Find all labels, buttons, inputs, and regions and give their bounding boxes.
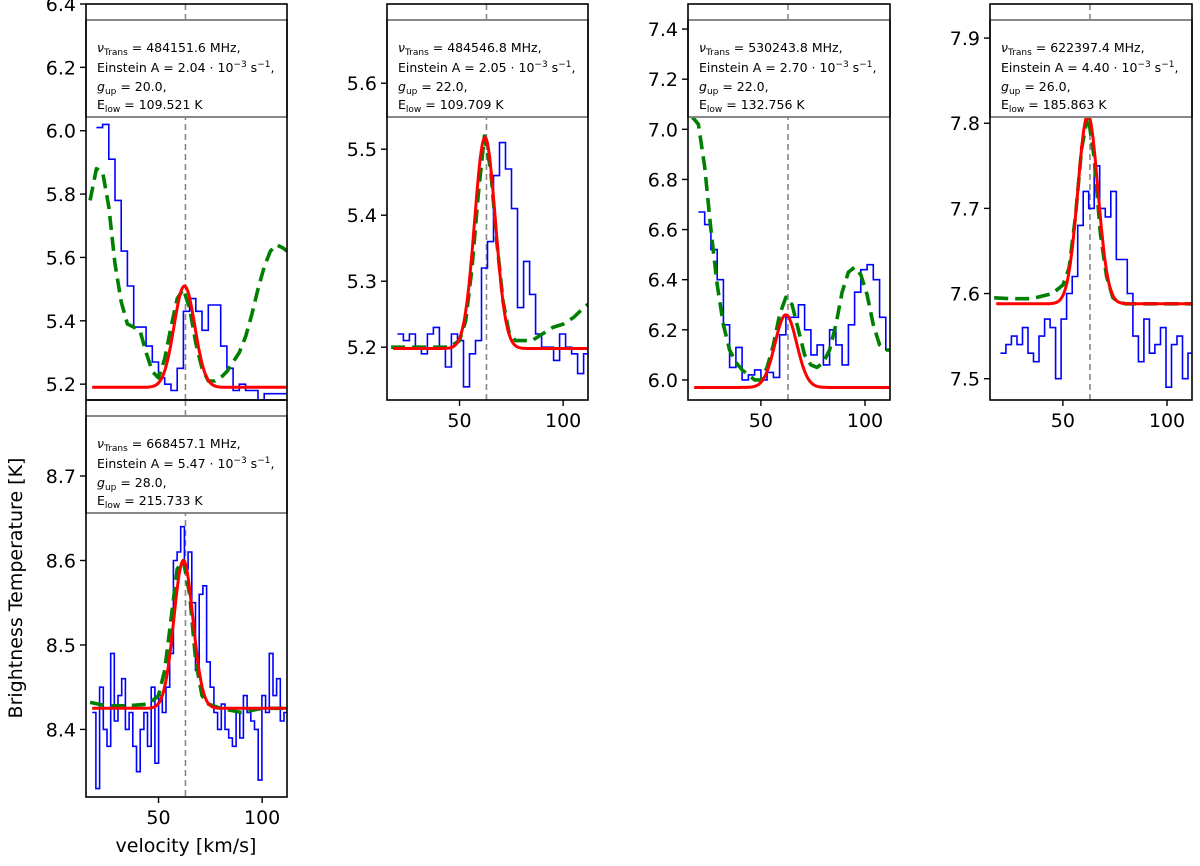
x-tick-label: 100 [244,807,280,829]
panel-3: νTrans = 530243.8 MHz, Einstein A = 2.70 … [648,3,891,432]
info-frequency: νTrans = 622397.4 MHz, [1001,40,1145,58]
x-tick-label: 50 [447,410,471,432]
x-tick-label: 100 [847,410,883,432]
info-einstein-a: Einstein A = 5.47 · 10−3 s−1, [97,456,274,471]
info-e-low: Elow = 132.756 K [699,97,805,115]
model-all-curve [391,134,588,349]
transition-info-box [989,19,1193,118]
info-e-low: Elow = 185.863 K [1001,97,1107,115]
x-tick-label: 100 [1149,410,1185,432]
x-axis-label: velocity [km/s] [116,835,257,857]
info-g-up: gup = 22.0, [699,79,769,97]
info-frequency: νTrans = 484546.8 MHz, [398,40,542,58]
observed-spectrum [1000,165,1192,388]
info-einstein-a: Einstein A = 2.05 · 10−3 s−1, [398,60,575,75]
y-tick-label: 5.3 [347,271,377,293]
info-g-up: gup = 20.0, [97,79,167,97]
info-frequency: νTrans = 484151.6 MHz, [97,40,241,58]
info-g-up: gup = 28.0, [97,475,167,493]
y-axis-label: Brightness Temperature [K] [5,458,27,719]
axes-frame [85,399,288,798]
y-tick-label: 7.6 [950,284,980,306]
model-all-curve [88,166,287,383]
y-tick-label: 5.6 [347,73,377,95]
y-tick-label: 7.2 [648,69,678,91]
y-tick-label: 7.5 [950,369,980,391]
info-e-low: Elow = 215.733 K [97,493,203,511]
panel-2: νTrans = 484546.8 MHz, Einstein A = 2.05 … [347,3,589,432]
info-einstein-a: Einstein A = 4.40 · 10−3 s−1, [1001,60,1178,75]
y-tick-label: 6.0 [648,370,678,392]
observed-spectrum [698,211,890,381]
y-tick-label: 5.6 [46,247,76,269]
y-tick-label: 5.4 [347,205,377,227]
model-transition-curve [91,284,287,389]
transition-info-box [687,19,891,118]
model-transition-curve [995,113,1192,306]
y-tick-label: 7.0 [648,119,678,141]
model-transition-curve [91,559,287,710]
observed-spectrum [92,525,287,790]
model-transition-curve [392,136,588,350]
x-tick-label: 50 [1051,410,1075,432]
y-tick-label: 6.4 [648,270,678,292]
y-tick-label: 8.6 [46,550,76,572]
axes-frame [687,3,891,401]
y-tick-label: 5.8 [46,184,76,206]
y-tick-label: 7.4 [648,19,678,41]
y-tick-label: 8.4 [46,719,76,741]
y-tick-label: 6.8 [648,169,678,191]
model-all-curve [690,115,890,382]
info-frequency: νTrans = 530243.8 MHz, [699,40,843,58]
info-einstein-a: Einstein A = 2.04 · 10−3 s−1, [97,60,274,75]
x-tick-label: 100 [545,410,581,432]
info-e-low: Elow = 109.521 K [97,97,203,115]
y-tick-label: 6.0 [46,121,76,143]
transition-info-box [386,19,589,118]
transition-info-box [85,415,288,514]
info-frequency: νTrans = 668457.1 MHz, [97,436,241,454]
info-g-up: gup = 22.0, [398,79,468,97]
y-tick-label: 7.9 [950,28,980,50]
x-tick-label: 50 [146,807,170,829]
y-tick-label: 5.4 [46,311,76,333]
info-e-low: Elow = 109.709 K [398,97,504,115]
panel-5: νTrans = 668457.1 MHz, Einstein A = 5.47 … [46,399,288,829]
info-g-up: gup = 26.0, [1001,79,1071,97]
y-tick-label: 8.7 [46,466,76,488]
y-tick-label: 5.2 [347,337,377,359]
x-tick-label: 50 [749,410,773,432]
observed-spectrum [397,141,588,388]
info-einstein-a: Einstein A = 2.70 · 10−3 s−1, [699,60,876,75]
model-transition-curve [693,313,890,389]
axes-frame [386,3,589,401]
transition-info-box [85,19,288,118]
y-tick-label: 5.5 [347,139,377,161]
y-tick-label: 6.4 [46,0,76,16]
y-tick-label: 8.5 [46,635,76,657]
y-tick-label: 7.8 [950,113,980,135]
y-tick-label: 5.2 [46,374,76,396]
axes-frame [989,3,1193,401]
observed-spectrum [96,123,287,400]
y-tick-label: 7.7 [950,198,980,220]
panel-1: νTrans = 484151.6 MHz, Einstein A = 2.04 … [46,0,288,401]
y-tick-label: 6.2 [46,57,76,79]
y-tick-label: 6.2 [648,320,678,342]
panel-4: νTrans = 622397.4 MHz, Einstein A = 4.40 … [950,3,1193,432]
y-tick-label: 6.6 [648,220,678,242]
